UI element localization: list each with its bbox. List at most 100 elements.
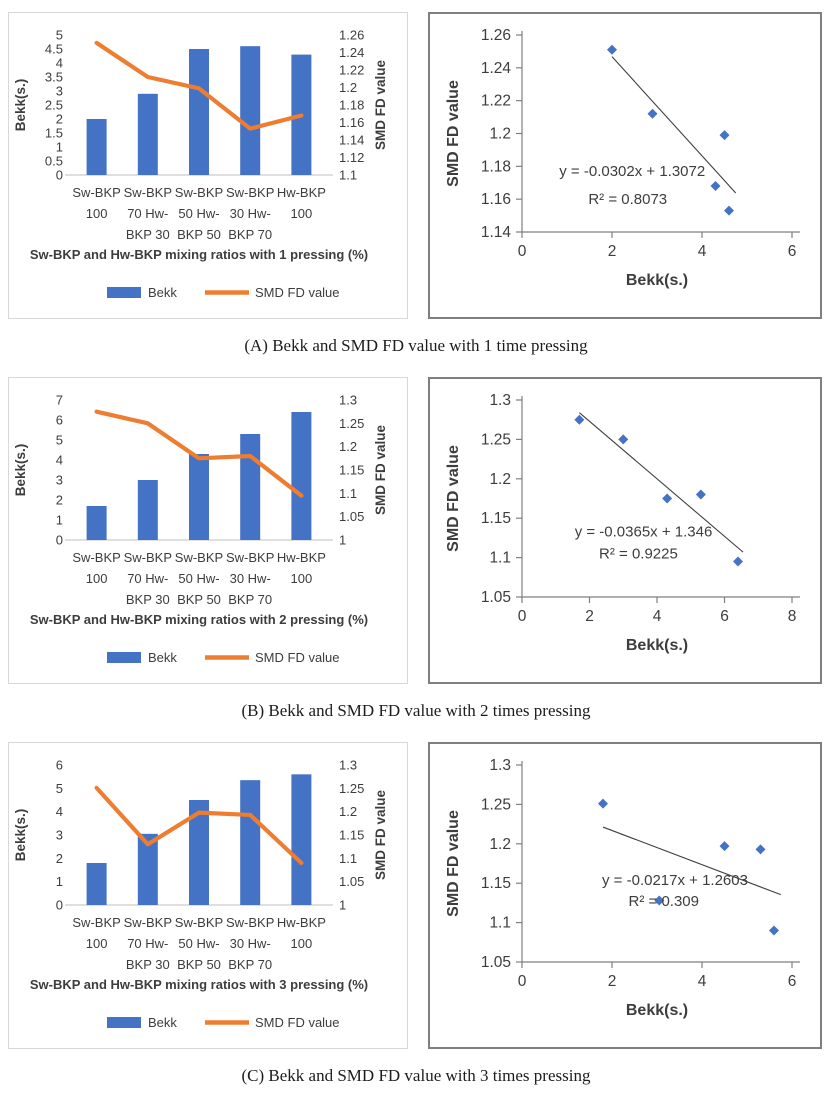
data-point-marker	[598, 798, 608, 809]
left-axis-tick-label: 2	[56, 851, 63, 866]
x-axis-tick-label: 6	[720, 608, 729, 625]
category-label: BKP 50	[177, 227, 221, 242]
category-label: Sw-BKP	[226, 185, 274, 200]
bar	[291, 774, 312, 905]
legend-bar-swatch	[107, 287, 141, 298]
bar	[189, 454, 209, 540]
y-axis-tick-label: 1.1	[489, 550, 511, 567]
category-label: BKP 70	[228, 227, 272, 242]
x-axis-tick-label: 2	[585, 608, 594, 625]
category-label: 30 Hw-	[230, 571, 271, 586]
right-axis-tick-label: 1.12	[339, 150, 364, 165]
x-axis-tick-label: 2	[608, 243, 617, 260]
right-axis-tick-label: 1.15	[339, 463, 364, 478]
category-label: Hw-BKP	[277, 915, 326, 930]
right-axis-tick-label: 1.3	[339, 393, 357, 408]
category-label: 100	[86, 936, 108, 951]
right-axis-tick-label: 1	[339, 898, 346, 913]
data-point-marker	[769, 925, 779, 936]
bar	[240, 434, 261, 540]
x-axis-title: Bekk(s.)	[626, 272, 688, 289]
category-label: Sw-BKP	[124, 550, 172, 565]
category-label: Sw-BKP	[175, 915, 223, 930]
bar	[137, 480, 158, 540]
bar	[137, 93, 158, 175]
y-axis-tick-label: 1.22	[481, 93, 511, 110]
data-point-marker	[710, 181, 721, 192]
bar	[240, 46, 261, 176]
left-axis-tick-label: 0	[56, 533, 63, 548]
category-label: Sw-BKP	[226, 915, 274, 930]
data-point-marker	[654, 895, 665, 906]
left-axis-tick-label: 1	[56, 140, 63, 155]
right-axis-tick-label: 1.22	[339, 63, 364, 78]
combo-chart-panel-c: 0 1 2 3 4 5 6 1 1.05 1.1 1.15 1.2 1.25 1.3 Bekk(s.) SMD…	[8, 742, 408, 1049]
left-axis-tick-label: 2	[56, 493, 63, 508]
category-label: 70 Hw-	[127, 206, 168, 221]
category-label: 50 Hw-	[178, 206, 219, 221]
left-axis-tick-label: 3	[56, 828, 63, 843]
left-axis-tick-label: 5	[56, 433, 63, 448]
category-label: 100	[291, 571, 313, 586]
category-label: Sw-BKP	[175, 550, 223, 565]
left-axis-tick-label: 6	[56, 758, 63, 773]
legend-line-label: SMD FD value	[255, 1015, 340, 1030]
x-axis-title: Sw-BKP and Hw-BKP mixing ratios with 2 p…	[30, 612, 368, 627]
y-axis-tick-label: 1.05	[481, 954, 511, 971]
category-label: BKP 50	[177, 592, 221, 607]
data-point-marker	[755, 844, 766, 855]
data-point-marker	[695, 489, 706, 500]
right-axis-tick-label: 1.1	[339, 486, 357, 501]
scatter-chart-c: 1.05 1.1 1.15 1.2 1.25 1.3 0 2 4 6 y = -0.0217x + …	[445, 757, 800, 1019]
scatter-chart-panel-a: 1.14 1.16 1.18 1.2 1.22 1.24 1.26 0 2 4 6 y = -0.03…	[428, 12, 822, 319]
bar	[240, 780, 261, 905]
x-axis-title: Sw-BKP and Hw-BKP mixing ratios with 3 p…	[30, 977, 368, 992]
category-label: 70 Hw-	[127, 571, 168, 586]
right-axis-tick-label: 1.24	[339, 45, 364, 60]
right-axis-tick-label: 1.25	[339, 416, 364, 431]
line-series	[94, 409, 304, 498]
left-axis-title: Bekk(s.)	[13, 79, 28, 132]
right-axis-tick-label: 1.05	[339, 509, 364, 524]
y-axis-tick-label: 1.3	[489, 757, 511, 774]
x-axis-tick-label: 8	[788, 608, 797, 625]
left-axis-tick-label: 3	[56, 473, 63, 488]
category-label: Sw-BKP	[72, 185, 120, 200]
y-axis-title: SMD FD value	[445, 80, 462, 187]
category-label: Sw-BKP	[124, 915, 172, 930]
category-label: 30 Hw-	[230, 936, 271, 951]
right-axis-tick-label: 1.2	[339, 804, 357, 819]
right-axis-title: SMD FD value	[373, 425, 388, 516]
right-axis-tick-label: 1.14	[339, 133, 364, 148]
category-label: 50 Hw-	[178, 571, 219, 586]
legend-bar-label: Bekk	[148, 1015, 177, 1030]
bar	[86, 506, 107, 540]
right-axis-tick-label: 1.2	[339, 80, 357, 95]
left-axis-tick-label: 2.5	[45, 98, 63, 113]
x-axis-tick-label: 0	[518, 973, 527, 990]
left-axis-tick-label: 4.5	[45, 42, 63, 57]
left-axis-title: Bekk(s.)	[13, 809, 28, 862]
y-axis-tick-label: 1.15	[481, 875, 511, 892]
left-axis-tick-label: 4	[56, 453, 63, 468]
category-label: BKP 70	[228, 592, 272, 607]
y-axis-tick-label: 1.1	[489, 915, 511, 932]
left-axis-tick-label: 3	[56, 84, 63, 99]
left-axis-tick-label: 1	[56, 513, 63, 528]
left-axis-tick-label: 1.5	[45, 126, 63, 141]
y-axis-tick-label: 1.24	[481, 60, 512, 77]
y-axis-tick-label: 1.2	[489, 126, 511, 143]
trendline-r-squared: R² = 0.309	[629, 893, 699, 910]
scatter-chart-a: 1.14 1.16 1.18 1.2 1.22 1.24 1.26 0 2 4 6 y = -0.03…	[445, 27, 800, 289]
x-axis-title: Bekk(s.)	[626, 1002, 688, 1019]
combo-chart-c: 0 1 2 3 4 5 6 1 1.05 1.1 1.15 1.2 1.25 1.3 Bekk(s.) SMD…	[13, 758, 388, 1031]
data-point-marker	[662, 493, 673, 504]
x-axis-tick-label: 0	[518, 608, 527, 625]
y-axis-tick-label: 1.2	[489, 471, 511, 488]
left-axis-tick-label: 3.5	[45, 70, 63, 85]
x-axis-tick-label: 4	[698, 973, 707, 990]
y-axis-tick-label: 1.05	[481, 589, 511, 606]
trendline-r-squared: R² = 0.9225	[599, 545, 678, 562]
data-point-marker	[733, 556, 743, 567]
trendline-equation: y = -0.0365x + 1.346	[575, 523, 713, 540]
